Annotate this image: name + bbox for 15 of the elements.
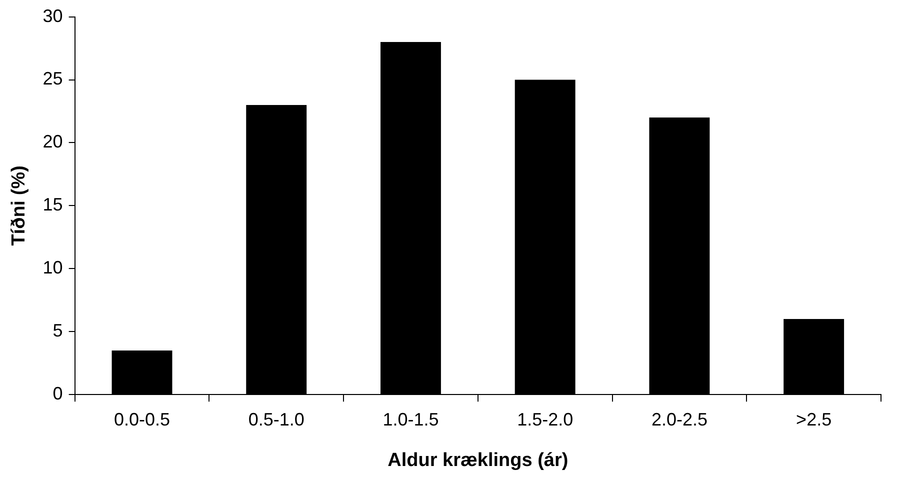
x-axis-title: Aldur kræklings (ár) <box>388 450 568 471</box>
y-axis-title: Tíðni (%) <box>8 166 30 246</box>
y-tick-label: 15 <box>42 194 63 215</box>
y-tick-label: 30 <box>42 6 63 26</box>
x-tick-label: 1.5-2.0 <box>517 409 574 430</box>
x-tick-label: 0.0-0.5 <box>114 409 170 430</box>
y-tick-label: 5 <box>52 320 63 341</box>
y-tick-label: 25 <box>42 68 63 89</box>
x-tick-label: 1.0-1.5 <box>382 409 439 430</box>
x-tick-label: >2.5 <box>796 409 832 430</box>
x-tick-label: 2.0-2.5 <box>651 409 708 430</box>
x-tick-label: 0.5-1.0 <box>248 409 304 430</box>
y-tick-label: 10 <box>42 258 63 278</box>
y-tick-label: 0 <box>52 384 63 404</box>
y-tick-label: 20 <box>42 132 63 152</box>
